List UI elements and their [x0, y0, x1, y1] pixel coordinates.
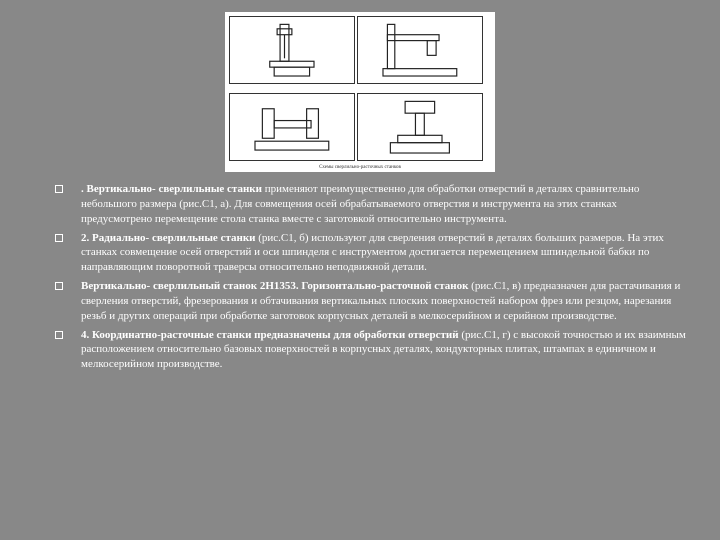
- lead-bold: Вертикально- сверлильный станок 2Н1353. …: [81, 280, 468, 292]
- machine-sketch-a: [229, 16, 355, 84]
- bullet-icon: [55, 331, 63, 339]
- lead-bold: 4. Координатно-расточные станки предназн…: [81, 329, 459, 341]
- machine-sketch-c: [229, 93, 355, 161]
- machine-sketch-b: [357, 16, 483, 84]
- text-content: . Вертикально- сверлильные станки примен…: [55, 182, 690, 376]
- figure-image: Схемы сверлильно-расточных станков: [225, 12, 495, 172]
- list-item: . Вертикально- сверлильные станки примен…: [55, 182, 690, 227]
- figure-caption: Схемы сверлильно-расточных станков: [225, 165, 495, 170]
- item-text: 4. Координатно-расточные станки предназн…: [81, 328, 690, 373]
- list-item: 2. Радиально- сверлильные станки (рис.С1…: [55, 231, 690, 276]
- lead-bold: . Вертикально- сверлильные станки: [81, 183, 262, 195]
- list-item: 4. Координатно-расточные станки предназн…: [55, 328, 690, 373]
- bullet-icon: [55, 185, 63, 193]
- machine-sketch-d: [357, 93, 483, 161]
- item-text: . Вертикально- сверлильные станки примен…: [81, 182, 690, 227]
- item-text: Вертикально- сверлильный станок 2Н1353. …: [81, 279, 690, 324]
- bullet-icon: [55, 234, 63, 242]
- list-item: Вертикально- сверлильный станок 2Н1353. …: [55, 279, 690, 324]
- bullet-icon: [55, 282, 63, 290]
- item-text: 2. Радиально- сверлильные станки (рис.С1…: [81, 231, 690, 276]
- lead-bold: 2. Радиально- сверлильные станки: [81, 232, 256, 244]
